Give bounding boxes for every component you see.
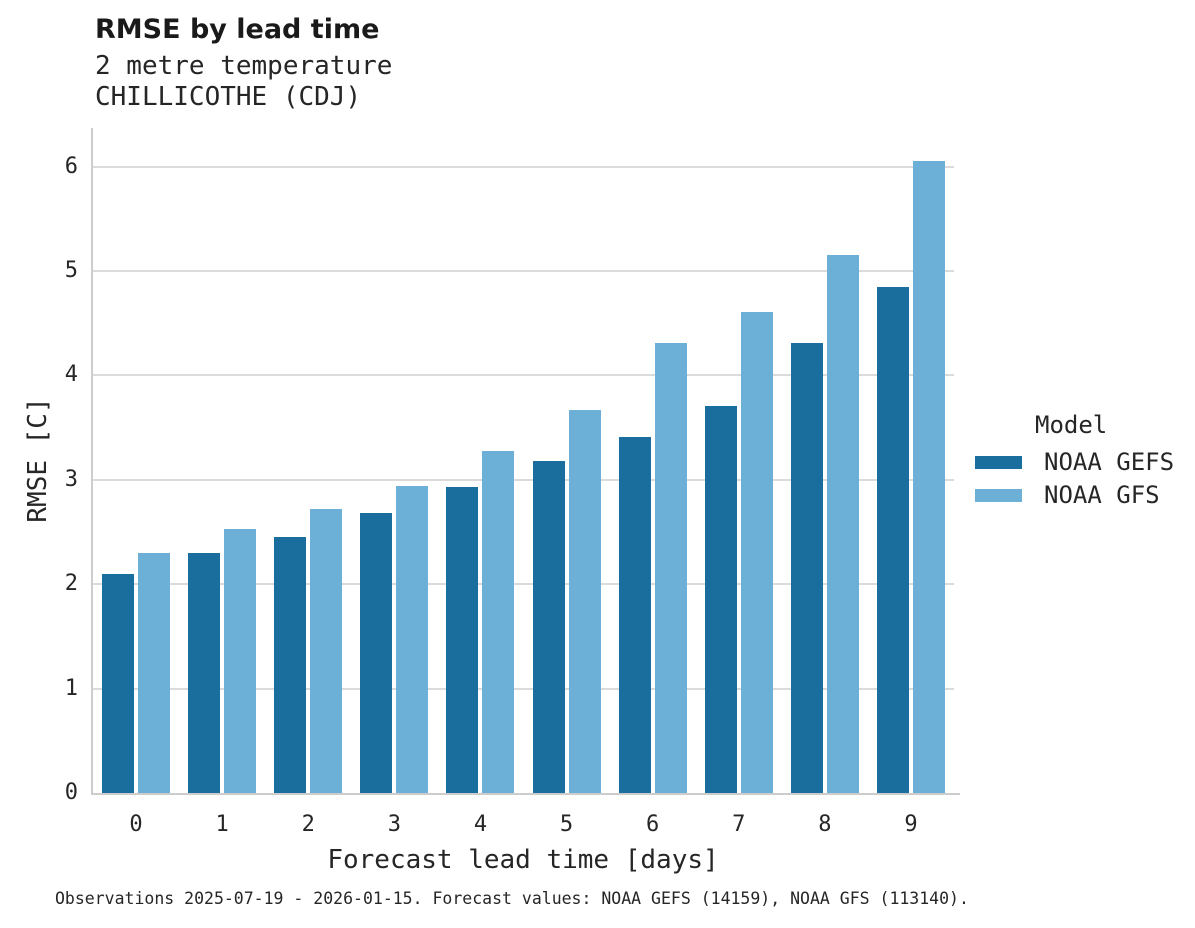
subtitle-station: CHILLICOTHE (CDJ) bbox=[95, 82, 362, 112]
bar-noaa-gfs-lead-9 bbox=[912, 161, 945, 793]
x-tick-label-4: 4 bbox=[473, 812, 488, 837]
bar-noaa-gfs-lead-2 bbox=[310, 509, 343, 793]
bar-noaa-gefs-lead-3 bbox=[360, 513, 393, 793]
x-axis-label: Forecast lead time [days] bbox=[327, 845, 719, 875]
bar-noaa-gfs-lead-7 bbox=[740, 311, 773, 793]
bar-noaa-gfs-lead-4 bbox=[482, 450, 515, 793]
bar-noaa-gfs-lead-5 bbox=[568, 409, 601, 793]
gridline-y-2 bbox=[93, 583, 954, 586]
bar-noaa-gfs-lead-6 bbox=[654, 343, 687, 793]
legend-swatch-icon bbox=[975, 488, 1022, 502]
y-tick-label-2: 2 bbox=[64, 571, 78, 597]
bar-noaa-gefs-lead-1 bbox=[188, 552, 221, 793]
gridline-y-4 bbox=[93, 374, 954, 377]
bar-noaa-gefs-lead-5 bbox=[532, 461, 565, 793]
chart-subtitle: 2 metre temperature CHILLICOTHE (CDJ) bbox=[95, 51, 392, 113]
x-tick-label-9: 9 bbox=[904, 812, 918, 837]
x-tick-label-1: 1 bbox=[215, 812, 229, 837]
x-axis-line bbox=[91, 793, 960, 795]
y-axis-spine bbox=[91, 128, 93, 795]
bar-noaa-gefs-lead-0 bbox=[102, 573, 135, 793]
x-tick-label-5: 5 bbox=[559, 812, 574, 837]
bar-noaa-gefs-lead-4 bbox=[446, 487, 479, 793]
legend-items: NOAA GEFS NOAA GFS bbox=[975, 448, 1175, 509]
bar-noaa-gfs-lead-8 bbox=[826, 255, 859, 793]
bar-noaa-gefs-lead-7 bbox=[704, 405, 737, 793]
legend-swatch-icon bbox=[975, 455, 1022, 469]
bar-noaa-gfs-lead-3 bbox=[396, 486, 429, 793]
y-tick-label-3: 3 bbox=[64, 466, 78, 492]
plot-area bbox=[91, 128, 960, 795]
bar-noaa-gfs-lead-0 bbox=[138, 552, 171, 793]
bar-noaa-gefs-lead-6 bbox=[618, 437, 651, 793]
legend-label: NOAA GEFS bbox=[1044, 448, 1175, 476]
x-tick-label-0: 0 bbox=[129, 812, 143, 837]
y-tick-label-5: 5 bbox=[64, 258, 78, 284]
bar-noaa-gefs-lead-9 bbox=[876, 286, 909, 793]
legend-title: Model bbox=[1035, 411, 1108, 439]
x-tick-label-6: 6 bbox=[646, 812, 660, 837]
x-tick-label-3: 3 bbox=[387, 812, 401, 837]
gridline-y-1 bbox=[93, 687, 954, 690]
gridline-y-3 bbox=[93, 478, 954, 481]
y-axis-label: RMSE [C] bbox=[23, 397, 53, 523]
y-tick-label-4: 4 bbox=[64, 362, 78, 388]
caption-text: Observations 2025-07-19 - 2026-01-15. Fo… bbox=[55, 889, 969, 908]
gridline-y-5 bbox=[93, 270, 954, 273]
gridline-y-6 bbox=[93, 165, 954, 168]
legend: Model NOAA GEFS NOAA GFS bbox=[975, 410, 1175, 509]
y-tick-label-0: 0 bbox=[64, 780, 78, 805]
legend-label: NOAA GFS bbox=[1044, 481, 1160, 509]
subtitle-variable: 2 metre temperature bbox=[95, 51, 393, 81]
bar-noaa-gefs-lead-2 bbox=[274, 537, 307, 793]
bar-noaa-gefs-lead-8 bbox=[790, 343, 823, 793]
chart-title: RMSE by lead time bbox=[95, 14, 380, 45]
y-tick-label-6: 6 bbox=[64, 153, 78, 179]
y-tick-label-1: 1 bbox=[64, 675, 78, 701]
x-tick-label-7: 7 bbox=[732, 812, 746, 837]
legend-item-noaa-gefs: NOAA GEFS bbox=[975, 448, 1175, 476]
x-tick-label-8: 8 bbox=[818, 812, 832, 837]
legend-item-noaa-gfs: NOAA GFS bbox=[975, 481, 1174, 509]
bar-noaa-gfs-lead-1 bbox=[224, 528, 257, 793]
x-tick-label-2: 2 bbox=[301, 812, 315, 837]
